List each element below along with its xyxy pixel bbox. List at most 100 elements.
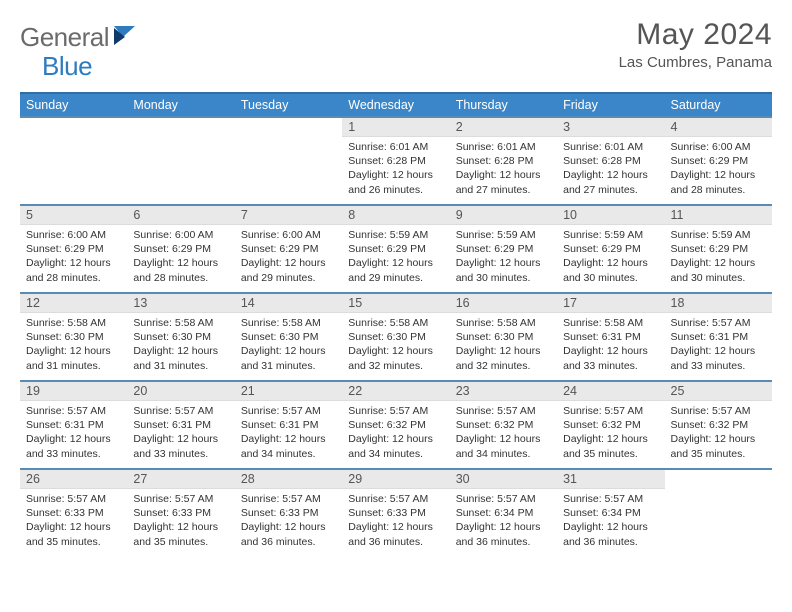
calendar-cell: 14Sunrise: 5:58 AMSunset: 6:30 PMDayligh… <box>235 293 342 381</box>
calendar-cell: 25Sunrise: 5:57 AMSunset: 6:32 PMDayligh… <box>665 381 772 469</box>
day-number: 22 <box>342 382 449 401</box>
calendar-cell: 3Sunrise: 6:01 AMSunset: 6:28 PMDaylight… <box>557 117 664 205</box>
day-body: Sunrise: 5:57 AMSunset: 6:31 PMDaylight:… <box>235 401 342 465</box>
day-number: 15 <box>342 294 449 313</box>
day-body: Sunrise: 5:57 AMSunset: 6:33 PMDaylight:… <box>127 489 234 553</box>
logo-flag-icon <box>113 25 137 47</box>
brand-part1: General <box>20 22 109 53</box>
day-number: 14 <box>235 294 342 313</box>
calendar-cell: 28Sunrise: 5:57 AMSunset: 6:33 PMDayligh… <box>235 469 342 557</box>
day-number: 4 <box>665 118 772 137</box>
calendar-cell: 7Sunrise: 6:00 AMSunset: 6:29 PMDaylight… <box>235 205 342 293</box>
day-number: 2 <box>450 118 557 137</box>
day-body: Sunrise: 5:58 AMSunset: 6:30 PMDaylight:… <box>342 313 449 377</box>
calendar-cell: 18Sunrise: 5:57 AMSunset: 6:31 PMDayligh… <box>665 293 772 381</box>
day-number: 25 <box>665 382 772 401</box>
day-body: Sunrise: 5:57 AMSunset: 6:31 PMDaylight:… <box>127 401 234 465</box>
calendar-cell <box>235 117 342 205</box>
day-number: 18 <box>665 294 772 313</box>
day-body: Sunrise: 5:58 AMSunset: 6:30 PMDaylight:… <box>450 313 557 377</box>
day-body: Sunrise: 5:59 AMSunset: 6:29 PMDaylight:… <box>450 225 557 289</box>
day-number: 31 <box>557 470 664 489</box>
day-number: 20 <box>127 382 234 401</box>
weekday-header: Tuesday <box>235 93 342 117</box>
day-body: Sunrise: 6:01 AMSunset: 6:28 PMDaylight:… <box>450 137 557 201</box>
calendar-cell: 29Sunrise: 5:57 AMSunset: 6:33 PMDayligh… <box>342 469 449 557</box>
calendar-cell: 16Sunrise: 5:58 AMSunset: 6:30 PMDayligh… <box>450 293 557 381</box>
day-body: Sunrise: 5:57 AMSunset: 6:33 PMDaylight:… <box>20 489 127 553</box>
calendar-cell: 26Sunrise: 5:57 AMSunset: 6:33 PMDayligh… <box>20 469 127 557</box>
day-number: 16 <box>450 294 557 313</box>
day-number: 11 <box>665 206 772 225</box>
day-number: 5 <box>20 206 127 225</box>
calendar-cell: 12Sunrise: 5:58 AMSunset: 6:30 PMDayligh… <box>20 293 127 381</box>
day-number: 6 <box>127 206 234 225</box>
calendar-cell: 10Sunrise: 5:59 AMSunset: 6:29 PMDayligh… <box>557 205 664 293</box>
calendar-cell: 21Sunrise: 5:57 AMSunset: 6:31 PMDayligh… <box>235 381 342 469</box>
calendar-cell <box>127 117 234 205</box>
day-body: Sunrise: 5:59 AMSunset: 6:29 PMDaylight:… <box>342 225 449 289</box>
weekday-header: Sunday <box>20 93 127 117</box>
day-body: Sunrise: 5:57 AMSunset: 6:32 PMDaylight:… <box>450 401 557 465</box>
day-number: 21 <box>235 382 342 401</box>
day-number: 13 <box>127 294 234 313</box>
calendar-cell: 24Sunrise: 5:57 AMSunset: 6:32 PMDayligh… <box>557 381 664 469</box>
day-body: Sunrise: 5:57 AMSunset: 6:31 PMDaylight:… <box>665 313 772 377</box>
weekday-header: Wednesday <box>342 93 449 117</box>
calendar-cell: 4Sunrise: 6:00 AMSunset: 6:29 PMDaylight… <box>665 117 772 205</box>
calendar-week-row: 26Sunrise: 5:57 AMSunset: 6:33 PMDayligh… <box>20 469 772 557</box>
day-body: Sunrise: 5:58 AMSunset: 6:30 PMDaylight:… <box>20 313 127 377</box>
day-body: Sunrise: 5:57 AMSunset: 6:31 PMDaylight:… <box>20 401 127 465</box>
calendar-cell: 2Sunrise: 6:01 AMSunset: 6:28 PMDaylight… <box>450 117 557 205</box>
calendar-cell: 15Sunrise: 5:58 AMSunset: 6:30 PMDayligh… <box>342 293 449 381</box>
calendar-cell: 6Sunrise: 6:00 AMSunset: 6:29 PMDaylight… <box>127 205 234 293</box>
day-body: Sunrise: 5:57 AMSunset: 6:34 PMDaylight:… <box>557 489 664 553</box>
calendar-cell: 31Sunrise: 5:57 AMSunset: 6:34 PMDayligh… <box>557 469 664 557</box>
brand-part2: Blue <box>42 51 92 82</box>
day-number: 1 <box>342 118 449 137</box>
day-number: 23 <box>450 382 557 401</box>
day-number: 30 <box>450 470 557 489</box>
day-body: Sunrise: 5:58 AMSunset: 6:31 PMDaylight:… <box>557 313 664 377</box>
calendar-week-row: 5Sunrise: 6:00 AMSunset: 6:29 PMDaylight… <box>20 205 772 293</box>
day-body: Sunrise: 5:57 AMSunset: 6:34 PMDaylight:… <box>450 489 557 553</box>
day-number: 27 <box>127 470 234 489</box>
day-body: Sunrise: 5:57 AMSunset: 6:33 PMDaylight:… <box>235 489 342 553</box>
day-body: Sunrise: 5:57 AMSunset: 6:32 PMDaylight:… <box>665 401 772 465</box>
calendar-cell: 9Sunrise: 5:59 AMSunset: 6:29 PMDaylight… <box>450 205 557 293</box>
title-block: May 2024 Las Cumbres, Panama <box>619 18 772 71</box>
calendar-cell: 27Sunrise: 5:57 AMSunset: 6:33 PMDayligh… <box>127 469 234 557</box>
calendar-week-row: 19Sunrise: 5:57 AMSunset: 6:31 PMDayligh… <box>20 381 772 469</box>
day-number: 29 <box>342 470 449 489</box>
day-number: 8 <box>342 206 449 225</box>
day-body: Sunrise: 5:58 AMSunset: 6:30 PMDaylight:… <box>235 313 342 377</box>
day-number: 10 <box>557 206 664 225</box>
day-number: 7 <box>235 206 342 225</box>
calendar-week-row: 1Sunrise: 6:01 AMSunset: 6:28 PMDaylight… <box>20 117 772 205</box>
calendar-cell: 23Sunrise: 5:57 AMSunset: 6:32 PMDayligh… <box>450 381 557 469</box>
calendar-cell: 8Sunrise: 5:59 AMSunset: 6:29 PMDaylight… <box>342 205 449 293</box>
day-number <box>127 118 234 136</box>
calendar-cell: 22Sunrise: 5:57 AMSunset: 6:32 PMDayligh… <box>342 381 449 469</box>
day-body: Sunrise: 6:00 AMSunset: 6:29 PMDaylight:… <box>235 225 342 289</box>
day-body: Sunrise: 5:59 AMSunset: 6:29 PMDaylight:… <box>557 225 664 289</box>
calendar-cell: 11Sunrise: 5:59 AMSunset: 6:29 PMDayligh… <box>665 205 772 293</box>
day-body: Sunrise: 6:00 AMSunset: 6:29 PMDaylight:… <box>665 137 772 201</box>
calendar-cell: 19Sunrise: 5:57 AMSunset: 6:31 PMDayligh… <box>20 381 127 469</box>
day-number: 24 <box>557 382 664 401</box>
day-number: 19 <box>20 382 127 401</box>
day-number: 9 <box>450 206 557 225</box>
day-body: Sunrise: 5:59 AMSunset: 6:29 PMDaylight:… <box>665 225 772 289</box>
weekday-header: Monday <box>127 93 234 117</box>
calendar-cell <box>665 469 772 557</box>
day-number: 3 <box>557 118 664 137</box>
calendar-week-row: 12Sunrise: 5:58 AMSunset: 6:30 PMDayligh… <box>20 293 772 381</box>
day-body: Sunrise: 6:00 AMSunset: 6:29 PMDaylight:… <box>127 225 234 289</box>
day-body: Sunrise: 6:01 AMSunset: 6:28 PMDaylight:… <box>342 137 449 201</box>
day-number <box>235 118 342 136</box>
calendar-table: Sunday Monday Tuesday Wednesday Thursday… <box>20 92 772 557</box>
day-body: Sunrise: 6:01 AMSunset: 6:28 PMDaylight:… <box>557 137 664 201</box>
page: General May 2024 Las Cumbres, Panama Blu… <box>0 0 792 557</box>
day-body: Sunrise: 5:57 AMSunset: 6:33 PMDaylight:… <box>342 489 449 553</box>
calendar-cell: 30Sunrise: 5:57 AMSunset: 6:34 PMDayligh… <box>450 469 557 557</box>
